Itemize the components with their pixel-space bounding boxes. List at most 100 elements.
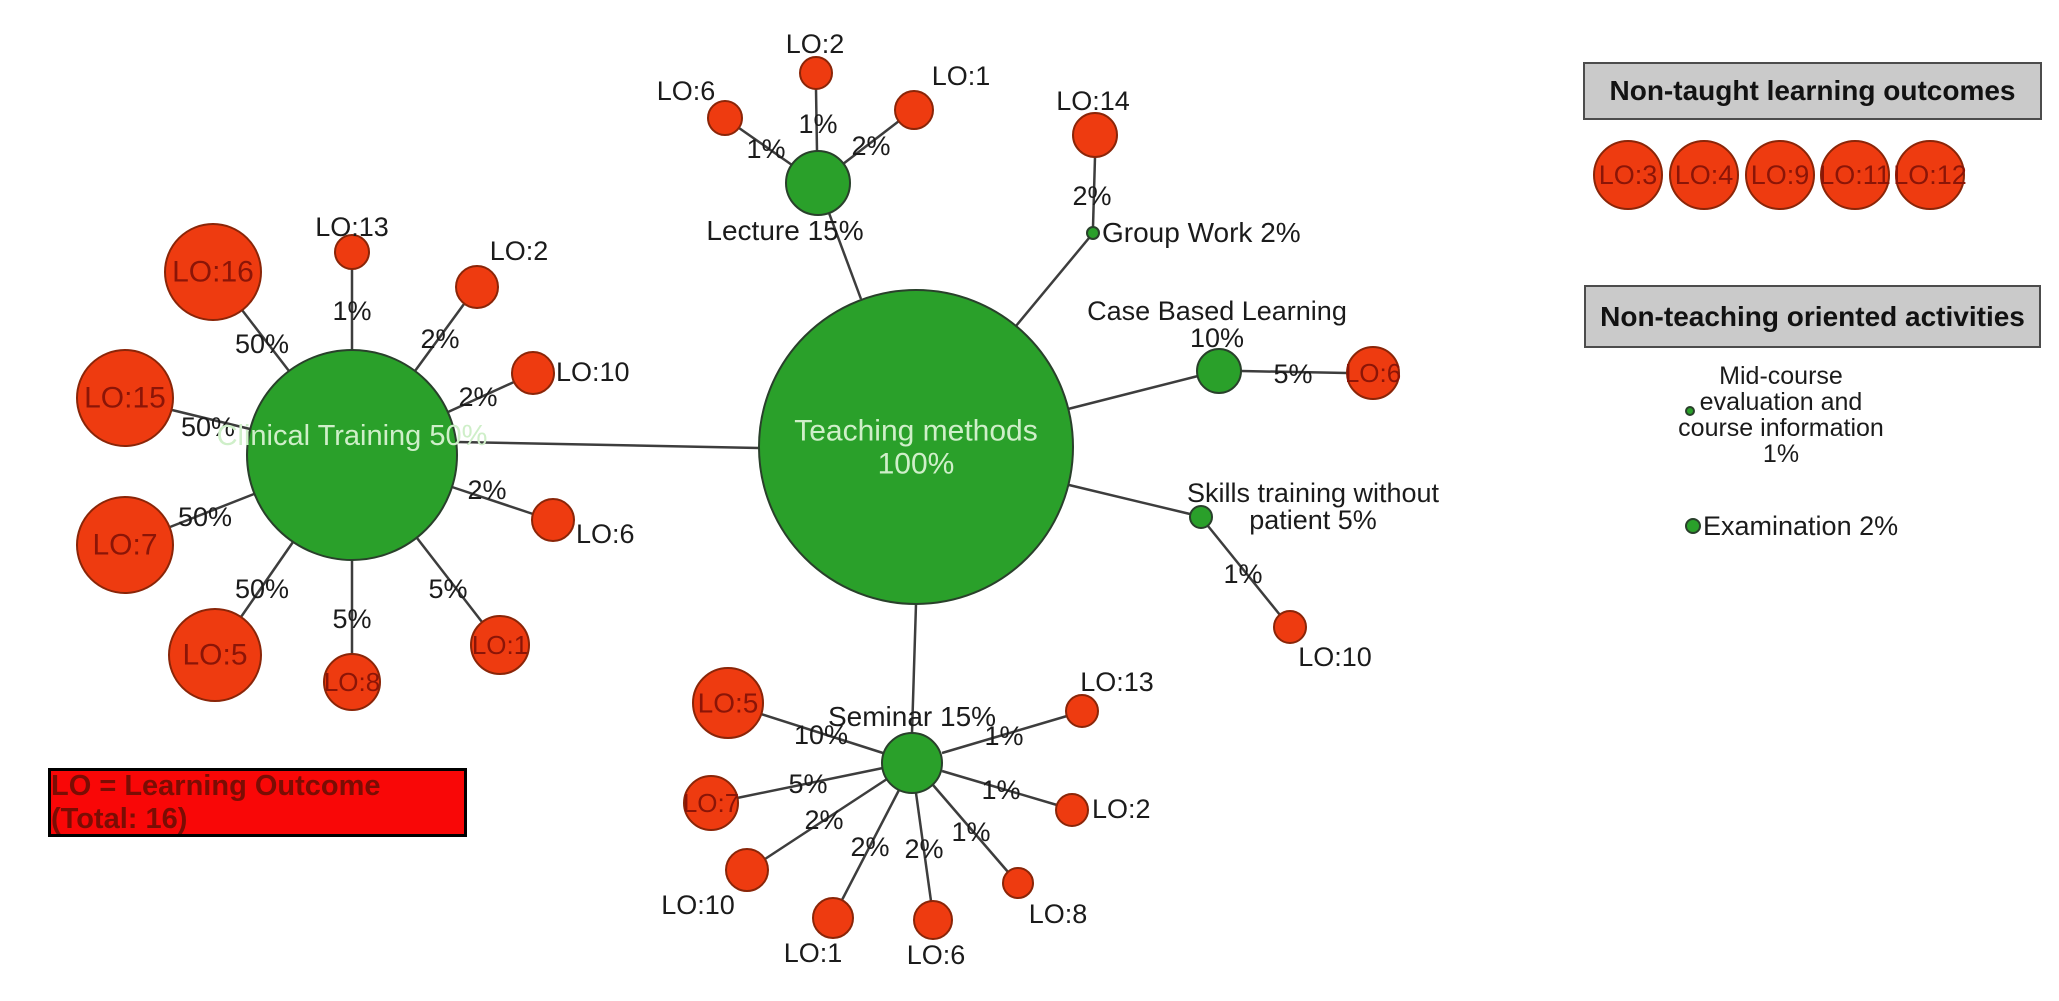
node-clinical-training xyxy=(246,349,458,561)
label-ct-lo2: LO:2 xyxy=(490,236,549,266)
node-sem-lo5 xyxy=(692,667,764,739)
node-case-based-learning xyxy=(1196,348,1242,394)
node-seminar xyxy=(881,732,943,794)
edge-seminar-lo2 xyxy=(941,769,1058,807)
label-ct-lo6: LO:6 xyxy=(576,519,635,549)
edge-clinical-lo10 xyxy=(447,380,515,414)
node-sem-lo8 xyxy=(1002,867,1034,899)
edge-seminar-lo1-percent-label: 2% xyxy=(850,832,889,862)
node-ct-lo8-label: LO:8 xyxy=(324,667,380,697)
node-cbl-lo6 xyxy=(1346,346,1400,400)
label-sem-lo10: LO:10 xyxy=(661,890,735,920)
node-nt-lo12-label: LO:12 xyxy=(1893,160,1967,190)
label-skills-training-line-2: patient 5% xyxy=(1249,505,1377,535)
node-nt-lo11-label: LO:11 xyxy=(1819,160,1891,190)
label-sem-lo13: LO:13 xyxy=(1080,667,1154,697)
label-midcourse-evaluation-line-2: evaluation and xyxy=(1700,388,1863,416)
label-midcourse-evaluation-line-4: 1% xyxy=(1763,440,1799,468)
node-sem-lo6 xyxy=(913,900,953,940)
edge-seminar-lo7 xyxy=(736,766,884,800)
edge-skills-lo10 xyxy=(1207,525,1281,616)
node-lec-lo1 xyxy=(894,90,934,130)
edge-group-work-lo14-percent-label: 2% xyxy=(1072,181,1111,211)
node-ct-lo15 xyxy=(76,349,174,447)
node-ct-lo5-label: LO:5 xyxy=(182,639,247,672)
label-teaching-methods-line-1: Teaching methods xyxy=(794,415,1038,448)
node-sem-lo10 xyxy=(725,848,769,892)
edge-lecture-lo2-percent-label: 1% xyxy=(798,109,837,139)
node-ct-lo2 xyxy=(455,265,499,309)
node-sem-lo2 xyxy=(1055,793,1089,827)
node-gw-lo14 xyxy=(1072,112,1118,158)
node-ct-lo13 xyxy=(334,234,370,270)
edge-teaching-clinical xyxy=(456,440,760,450)
edge-seminar-lo5-percent-label: 10% xyxy=(794,720,848,750)
node-ct-lo10 xyxy=(511,351,555,395)
node-nt-lo9 xyxy=(1745,140,1815,210)
edge-clinical-lo1-percent-label: 5% xyxy=(428,574,467,604)
edge-lecture-lo2 xyxy=(814,88,819,152)
edge-clinical-lo2-percent-label: 2% xyxy=(420,324,459,354)
edge-teaching-group-work xyxy=(1015,237,1090,327)
label-skills-training-line-1: Skills training without xyxy=(1187,478,1440,508)
node-lec-lo6 xyxy=(707,100,743,136)
edge-lecture-lo6-percent-label: 1% xyxy=(746,134,785,164)
node-nt-lo12 xyxy=(1895,140,1965,210)
label-ct-lo13: LO:13 xyxy=(315,212,389,242)
edge-clinical-lo10-percent-label: 2% xyxy=(458,382,497,412)
edge-clinical-lo7 xyxy=(169,492,255,529)
edge-clinical-lo15 xyxy=(171,408,251,431)
edge-seminar-lo6 xyxy=(914,792,933,902)
node-ct-lo16 xyxy=(164,223,262,321)
node-sem-lo7-label: LO:7 xyxy=(683,788,739,818)
node-midcourse-dot xyxy=(1685,406,1695,416)
edge-case-based-lo6-percent-label: 5% xyxy=(1273,359,1312,389)
node-nt-lo3-label: LO:3 xyxy=(1599,160,1658,190)
node-skills-training xyxy=(1189,505,1213,529)
edge-seminar-lo10-percent-label: 2% xyxy=(804,805,843,835)
edge-clinical-lo5 xyxy=(239,541,295,618)
node-ct-lo1 xyxy=(470,615,530,675)
node-teaching-methods xyxy=(758,289,1074,605)
edge-clinical-lo7-percent-label: 50% xyxy=(178,502,232,532)
node-ct-lo7-label: LO:7 xyxy=(92,529,157,562)
node-ct-lo5 xyxy=(168,608,262,702)
label-midcourse-evaluation-line-1: Mid-course xyxy=(1719,362,1843,390)
edge-clinical-lo2 xyxy=(413,303,466,372)
label-lec-lo1: LO:1 xyxy=(932,61,991,91)
node-lec-lo2 xyxy=(799,56,833,90)
label-lec-lo6: LO:6 xyxy=(657,76,716,106)
edge-clinical-lo16 xyxy=(241,309,290,372)
edge-seminar-lo13 xyxy=(941,714,1068,755)
edge-seminar-lo5 xyxy=(760,712,884,755)
label-sem-lo8: LO:8 xyxy=(1029,899,1088,929)
label-lec-lo2: LO:2 xyxy=(786,29,845,59)
edge-clinical-lo16-percent-label: 50% xyxy=(235,329,289,359)
node-nt-lo3 xyxy=(1593,140,1663,210)
edge-teaching-lecture xyxy=(827,212,863,300)
node-ct-lo7 xyxy=(76,496,174,594)
label-midcourse-evaluation-line-3: course information xyxy=(1678,414,1884,442)
node-ct-lo16-label: LO:16 xyxy=(172,256,254,289)
node-ct-lo15-label: LO:15 xyxy=(84,382,166,415)
node-nt-lo4 xyxy=(1669,140,1739,210)
edge-seminar-lo8-percent-label: 1% xyxy=(951,817,990,847)
label-seminar: Seminar 15% xyxy=(828,701,996,732)
edge-seminar-lo10 xyxy=(764,777,888,861)
edge-clinical-lo5-percent-label: 50% xyxy=(235,574,289,604)
edge-skills-lo10-percent-label: 1% xyxy=(1223,559,1262,589)
edge-clinical-lo13-percent-label: 1% xyxy=(332,296,371,326)
edge-lecture-lo1-percent-label: 2% xyxy=(851,131,890,161)
edge-seminar-lo2-percent-label: 1% xyxy=(981,775,1020,805)
edge-teaching-seminar xyxy=(910,603,918,734)
node-sem-lo13 xyxy=(1065,694,1099,728)
label-group-work: Group Work 2% xyxy=(1102,217,1301,248)
label-lecture: Lecture 15% xyxy=(706,215,863,246)
node-examination-dot xyxy=(1685,518,1701,534)
node-nt-lo11 xyxy=(1820,140,1890,210)
edge-group-work-lo14 xyxy=(1091,156,1097,228)
edge-seminar-lo7-percent-label: 5% xyxy=(788,769,827,799)
node-st-lo10 xyxy=(1273,610,1307,644)
